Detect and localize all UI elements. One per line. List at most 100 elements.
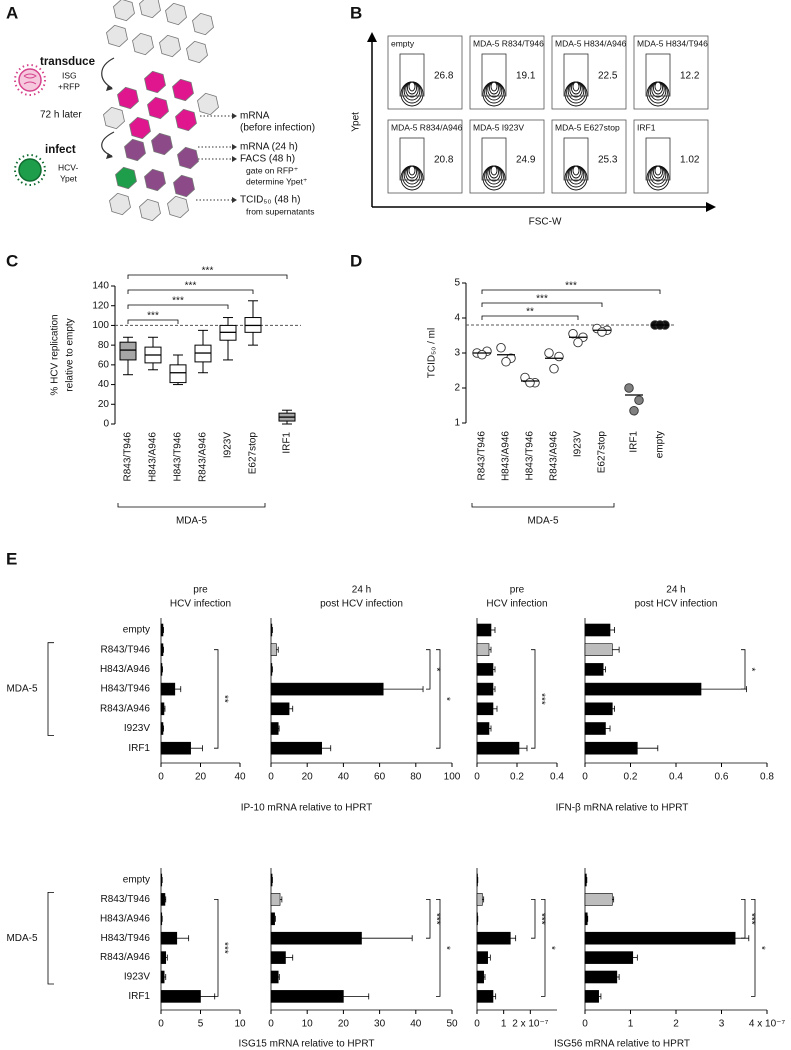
contour <box>654 81 662 92</box>
panel-label: C <box>6 251 18 270</box>
significance-label: ** <box>526 307 534 318</box>
x-tick-label: 2 x 10⁻⁷ <box>512 1019 549 1030</box>
gate-percent: 19.1 <box>516 71 536 82</box>
significance-label: *** <box>536 294 548 305</box>
significance-label: *** <box>565 281 577 292</box>
y-tick-label: R843/A946 <box>100 952 150 963</box>
bar <box>160 722 164 735</box>
x-tick-label: R843/T946 <box>477 431 488 481</box>
x-tick-label: E627stop <box>597 431 608 474</box>
gate <box>563 53 589 97</box>
gate-percent: 22.5 <box>598 71 618 82</box>
cell <box>109 192 131 216</box>
y-axis-label: relative to empty <box>65 318 76 391</box>
point <box>496 343 506 353</box>
bar <box>270 893 281 906</box>
y-tick-label: 5 <box>454 278 460 289</box>
gate <box>563 137 589 181</box>
contour <box>490 81 498 92</box>
point <box>477 350 487 360</box>
significance-label: *** <box>185 281 197 292</box>
plot-label: MDA-5 I923V <box>473 122 524 132</box>
bar <box>270 931 362 945</box>
y-tick-label: 40 <box>98 379 110 390</box>
significance-label: * <box>545 946 556 950</box>
bar <box>160 702 165 716</box>
plot-label: MDA-5 H834/A946 <box>555 38 627 48</box>
cell <box>175 108 197 132</box>
chart-title: pre <box>510 585 525 596</box>
chart-title: 24 h <box>352 585 371 596</box>
bar <box>476 931 511 945</box>
y-tick-label: IRF1 <box>128 743 150 754</box>
gate <box>645 137 671 181</box>
x-tick-label: 0 <box>268 1019 274 1030</box>
cell <box>132 32 154 56</box>
bar <box>270 912 275 926</box>
x-tick-label: 0 <box>582 772 588 783</box>
x-tick-label: 2 <box>673 1019 679 1030</box>
bar <box>476 643 490 657</box>
bar <box>584 912 588 926</box>
x-tick-label: 20 <box>338 1019 350 1030</box>
plot-label: empty <box>391 38 415 48</box>
y-tick-label: 3 <box>454 348 460 359</box>
x-tick-label: 50 <box>446 1019 458 1030</box>
cell <box>197 92 219 116</box>
y-tick-label: I923V <box>124 972 150 983</box>
bar <box>584 873 587 887</box>
bar <box>584 893 613 906</box>
x-tick-label: 0 <box>158 1019 164 1030</box>
significance-label: ** <box>218 695 229 703</box>
cell <box>139 198 161 222</box>
virus-icon <box>14 154 46 186</box>
cell <box>106 24 128 48</box>
bar <box>160 893 166 906</box>
significance-bracket <box>127 304 229 309</box>
bar <box>160 970 165 984</box>
cell <box>117 86 139 110</box>
significance-bracket <box>481 315 579 320</box>
x-tick-label: 0 <box>582 1019 588 1030</box>
bar <box>476 912 478 926</box>
bar <box>584 990 599 1003</box>
gate-percent: 25.3 <box>598 155 618 166</box>
bar <box>270 873 273 887</box>
virus-label: HCV- <box>58 162 78 172</box>
y-axis-label: % HCV replication <box>50 314 61 395</box>
y-tick-label: 100 <box>92 320 109 331</box>
bar <box>160 741 191 755</box>
y-tick-label: H843/T946 <box>101 933 151 944</box>
cell <box>159 34 181 58</box>
chart-title: HCV infection <box>486 599 547 610</box>
arrow <box>101 131 115 157</box>
significance-bracket <box>436 899 441 997</box>
readout-label: TCID₅₀ (48 h) <box>240 195 300 206</box>
group-bracket <box>117 503 266 508</box>
bar <box>270 623 273 637</box>
x-tick-label: 0.2 <box>510 772 524 783</box>
x-tick-label: 40 <box>234 772 246 783</box>
readout-label: determine Ypet⁺ <box>246 176 307 186</box>
significance-bracket <box>214 899 219 997</box>
contour <box>572 165 580 176</box>
step-label: 72 h later <box>40 110 82 121</box>
arrowhead <box>106 153 113 159</box>
box <box>119 341 137 361</box>
x-axis-label: ISG15 mRNA relative to HPRT <box>239 1039 375 1050</box>
x-tick-label: 0 <box>158 772 164 783</box>
bar <box>584 682 702 696</box>
significance-label: *** <box>535 913 546 925</box>
significance-bracket <box>751 899 756 997</box>
x-tick-label: E627stop <box>248 432 259 475</box>
bar <box>270 741 322 755</box>
plot-label: MDA-5 R834/A946 <box>391 122 463 132</box>
y-tick-label: H843/A946 <box>100 913 150 924</box>
y-tick-label: 2 <box>454 383 460 394</box>
cell <box>192 12 214 36</box>
significance-bracket <box>531 899 536 939</box>
bar <box>270 722 279 735</box>
point <box>568 329 578 339</box>
point <box>501 357 511 367</box>
